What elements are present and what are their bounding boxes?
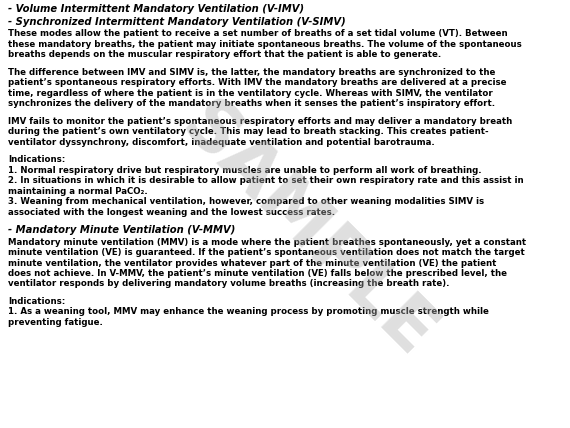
Text: Indications:: Indications:	[8, 155, 65, 164]
Text: IMV fails to monitor the patient’s spontaneous respiratory efforts and may deliv: IMV fails to monitor the patient’s spont…	[8, 116, 512, 125]
Text: time, regardless of where the patient is in the ventilatory cycle. Whereas with : time, regardless of where the patient is…	[8, 89, 492, 98]
Text: Indications:: Indications:	[8, 297, 65, 306]
Text: minute ventilation, the ventilator provides whatever part of the minute ventilat: minute ventilation, the ventilator provi…	[8, 259, 496, 268]
Text: 1. As a weaning tool, MMV may enhance the weaning process by promoting muscle st: 1. As a weaning tool, MMV may enhance th…	[8, 307, 489, 316]
Text: - Mandatory Minute Ventilation (V-MMV): - Mandatory Minute Ventilation (V-MMV)	[8, 225, 235, 235]
Text: synchronizes the delivery of the mandatory breaths when it senses the patient’s : synchronizes the delivery of the mandato…	[8, 99, 495, 108]
Text: - Synchronized Intermittent Mandatory Ventilation (V-SIMV): - Synchronized Intermittent Mandatory Ve…	[8, 17, 346, 27]
Text: minute ventilation (VE) is guaranteed. If the patient’s spontaneous ventilation : minute ventilation (VE) is guaranteed. I…	[8, 248, 525, 257]
Text: The difference between IMV and SIMV is, the latter, the mandatory breaths are sy: The difference between IMV and SIMV is, …	[8, 68, 495, 77]
Text: These modes allow the patient to receive a set number of breaths of a set tidal : These modes allow the patient to receive…	[8, 29, 508, 38]
Text: patient’s spontaneous respiratory efforts. With IMV the mandatory breaths are de: patient’s spontaneous respiratory effort…	[8, 78, 507, 87]
Text: preventing fatigue.: preventing fatigue.	[8, 318, 103, 327]
Text: 3. Weaning from mechanical ventilation, however, compared to other weaning modal: 3. Weaning from mechanical ventilation, …	[8, 197, 484, 206]
Text: during the patient’s own ventilatory cycle. This may lead to breath stacking. Th: during the patient’s own ventilatory cyc…	[8, 127, 488, 136]
Text: 1. Normal respiratory drive but respiratory muscles are unable to perform all wo: 1. Normal respiratory drive but respirat…	[8, 166, 482, 175]
Text: Mandatory minute ventilation (MMV) is a mode where the patient breathes spontane: Mandatory minute ventilation (MMV) is a …	[8, 238, 526, 247]
Text: these mandatory breaths, the patient may initiate spontaneous breaths. The volum: these mandatory breaths, the patient may…	[8, 39, 522, 48]
Text: maintaining a normal PaCO₂.: maintaining a normal PaCO₂.	[8, 187, 148, 196]
Text: does not achieve. In V-MMV, the patient’s minute ventilation (VE) falls below th: does not achieve. In V-MMV, the patient’…	[8, 269, 507, 278]
Text: associated with the longest weaning and the lowest success rates.: associated with the longest weaning and …	[8, 208, 335, 217]
Text: - Volume Intermittent Mandatory Ventilation (V-IMV): - Volume Intermittent Mandatory Ventilat…	[8, 4, 304, 14]
Text: ventilator dyssynchrony, discomfort, inadequate ventilation and potential barotr: ventilator dyssynchrony, discomfort, ina…	[8, 137, 435, 146]
Text: SAMPLE: SAMPLE	[168, 91, 448, 372]
Text: 2. In situations in which it is desirable to allow patient to set their own resp: 2. In situations in which it is desirabl…	[8, 176, 524, 185]
Text: breaths depends on the muscular respiratory effort that the patient is able to g: breaths depends on the muscular respirat…	[8, 50, 441, 59]
Text: ventilator responds by delivering mandatory volume breaths (increasing the breat: ventilator responds by delivering mandat…	[8, 279, 450, 288]
